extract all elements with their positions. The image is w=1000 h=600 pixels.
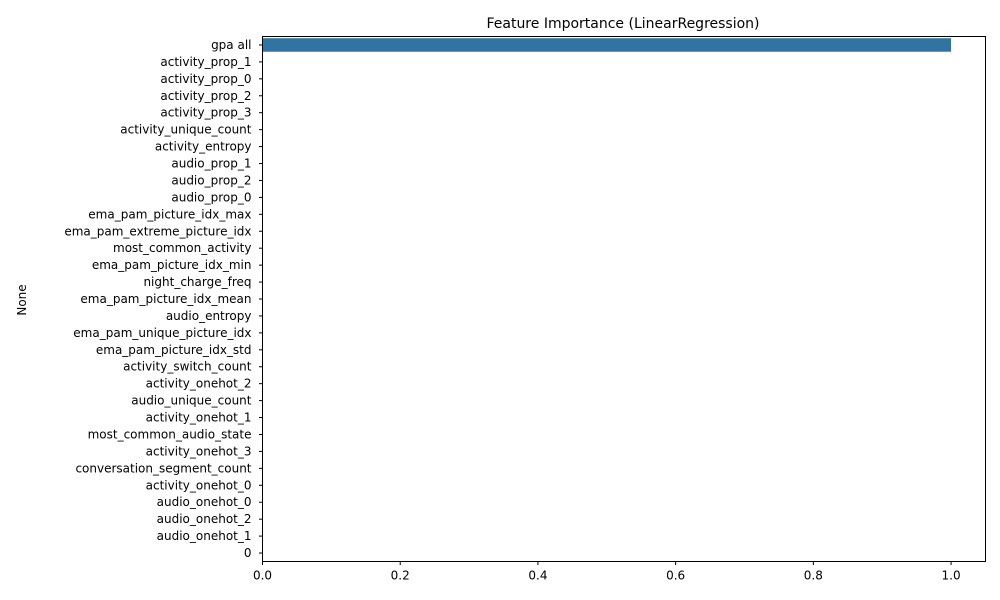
y-tick-label: audio_prop_0 — [171, 190, 251, 204]
y-tick-label: ema_pam_picture_idx_std — [96, 343, 252, 357]
y-tick-label: gpa all — [211, 38, 251, 52]
y-tick-label: night_charge_freq — [143, 275, 251, 289]
y-tick-label: activity_onehot_3 — [146, 444, 252, 458]
y-tick-label: ema_pam_unique_picture_idx — [73, 326, 251, 340]
x-tick-label: 0.4 — [528, 569, 547, 583]
y-tick-label: activity_onehot_2 — [146, 377, 252, 391]
plot-frame — [262, 36, 986, 562]
y-tick-label: audio_entropy — [166, 309, 252, 323]
y-tick-label: audio_onehot_0 — [157, 495, 252, 509]
y-tick-label: ema_pam_picture_idx_max — [88, 207, 251, 221]
chart-title: Feature Importance (LinearRegression) — [486, 16, 759, 32]
y-tick-label: activity_prop_3 — [160, 106, 251, 120]
bar-0 — [262, 38, 952, 52]
y-tick-label: ema_pam_extreme_picture_idx — [64, 224, 251, 238]
y-tick-label: activity_onehot_1 — [146, 411, 252, 425]
y-tick-label: activity_prop_2 — [160, 89, 251, 103]
x-ticks-layer: 0.0 0.2 0.4 0.6 0.8 1.0 — [253, 561, 961, 583]
y-tick-label: activity_prop_0 — [160, 72, 251, 86]
bars-layer — [262, 38, 952, 52]
y-tick-label: activity_switch_count — [123, 360, 252, 374]
x-tick-label: 0.6 — [666, 569, 685, 583]
y-tick-label: audio_prop_2 — [171, 173, 251, 187]
x-tick-label: 1.0 — [942, 569, 961, 583]
y-tick-label: audio_onehot_2 — [157, 512, 252, 526]
y-tick-label: activity_unique_count — [120, 123, 252, 137]
y-tick-label: ema_pam_picture_idx_min — [92, 258, 252, 272]
y-tick-label: activity_onehot_0 — [146, 478, 252, 492]
y-tick-label: conversation_segment_count — [75, 461, 251, 475]
y-tick-label: most_common_activity — [113, 241, 252, 255]
y-tick-label: activity_prop_1 — [160, 55, 251, 69]
y-tick-label: most_common_audio_state — [88, 427, 252, 441]
x-tick-label: 0.2 — [391, 569, 410, 583]
y-tick-label: activity_entropy — [155, 140, 252, 154]
x-tick-label: 0.0 — [253, 569, 272, 583]
x-tick-label: 0.8 — [804, 569, 823, 583]
y-tick-label: audio_onehot_1 — [157, 529, 252, 543]
y-tick-label: audio_prop_1 — [171, 157, 251, 171]
y-axis-label: None — [15, 284, 29, 315]
y-tick-label: 0 — [244, 546, 252, 560]
y-tick-label: ema_pam_picture_idx_mean — [80, 292, 251, 306]
y-ticks-layer: gpa all activity_prop_1 activity_prop_0act… — [64, 38, 263, 560]
y-tick-label: audio_unique_count — [131, 394, 252, 408]
